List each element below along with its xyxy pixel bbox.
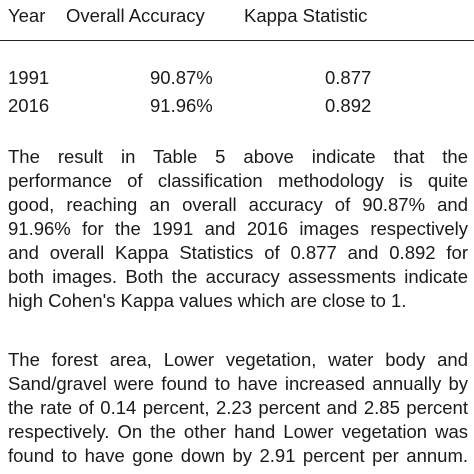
text-line: the rate of 0.14 percent, 2.23 percent a…	[8, 397, 468, 418]
results-paragraph: The result in Table 5 above indicate tha…	[8, 145, 468, 313]
text-line: and overall Kappa Statistics of 0.877 an…	[8, 242, 468, 263]
table-row: 1991 90.87% 0.877	[0, 64, 474, 92]
text-line: The result in Table 5 above indicate tha…	[8, 146, 468, 167]
text-line: 91.96% for the 1991 and 2016 images resp…	[8, 218, 468, 239]
text-line: performance of classification methodolog…	[8, 170, 468, 191]
table-header-divider	[0, 40, 474, 41]
table-header-row: Year Overall Accuracy Kappa Statistic	[0, 2, 474, 30]
text-line: Sand/gravel were found to have increased…	[8, 373, 468, 394]
cell-overall-accuracy: 91.96%	[150, 95, 213, 116]
column-header-kappa-statistic: Kappa Statistic	[244, 5, 368, 26]
cell-overall-accuracy: 90.87%	[150, 67, 213, 88]
text-line: high Cohen's Kappa values which are clos…	[8, 290, 407, 311]
column-header-overall-accuracy: Overall Accuracy	[66, 5, 205, 26]
cell-kappa-statistic: 0.877	[325, 67, 372, 88]
table-row: 2016 91.96% 0.892	[0, 92, 474, 120]
text-line: good, reaching an overall accuracy of 90…	[8, 194, 468, 215]
cell-year: 1991	[8, 67, 50, 88]
text-line: The forest area, Lower vegetation, water…	[8, 349, 468, 370]
text-line: found to have gone down by 2.91 percent …	[8, 445, 468, 466]
text-line: both images. Both the accuracy assessmen…	[8, 266, 468, 287]
text-line: respectively. On the other hand Lower ve…	[8, 421, 468, 442]
cell-year: 2016	[8, 95, 50, 116]
column-header-year: Year	[8, 5, 46, 26]
land-cover-change-paragraph: The forest area, Lower vegetation, water…	[8, 348, 468, 468]
cell-kappa-statistic: 0.892	[325, 95, 372, 116]
